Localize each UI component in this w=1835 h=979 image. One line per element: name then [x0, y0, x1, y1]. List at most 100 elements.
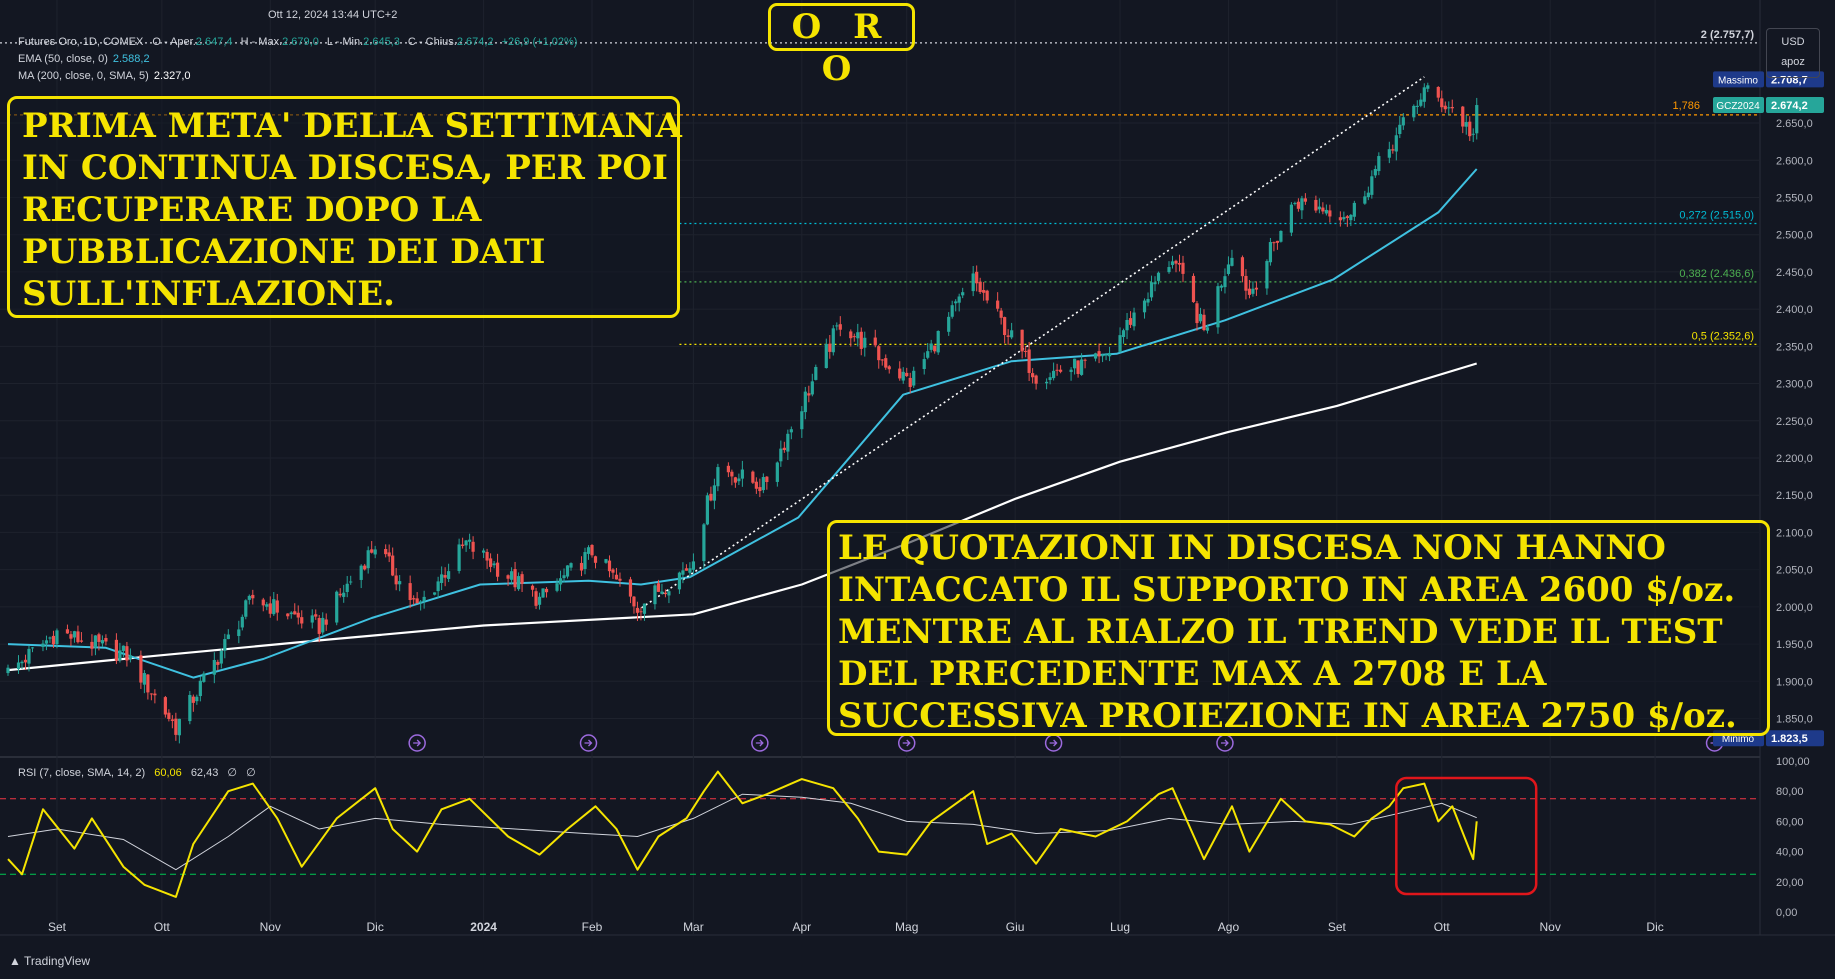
price-change: +26,9 (+1,02%): [502, 36, 578, 48]
candle-body: [1391, 149, 1395, 151]
time-tick-label: Lug: [1110, 920, 1130, 934]
candle-body: [471, 541, 475, 552]
ohlc-close-value: 2.674,2: [457, 36, 494, 48]
tradingview-logo[interactable]: ▲ TradingView: [9, 954, 90, 968]
candle-body: [1132, 312, 1136, 327]
candle-body: [1069, 369, 1073, 372]
candle-body: [1272, 242, 1276, 244]
trendline-path: [637, 76, 1425, 612]
candle-body: [1363, 196, 1367, 204]
candle-body: [604, 559, 608, 563]
candle-body: [1010, 330, 1014, 338]
price-badge-value-bg: [1766, 71, 1824, 88]
candles[interactable]: [6, 82, 1479, 744]
candle-body: [464, 540, 468, 546]
rsi-legend[interactable]: RSI (7, close, SMA, 14, 2) 60,06 62,43 ∅…: [18, 767, 256, 779]
rsi-legend-value-1: 60,06: [154, 767, 182, 779]
candle-body: [856, 332, 860, 339]
rsi-pane-grid: [0, 798, 1760, 875]
rsi-axis[interactable]: 0,00 20,00 40,00 60,00 80,00 100,00: [1776, 756, 1810, 919]
candle-body: [1125, 319, 1129, 331]
price-tick-label: 2.500,0: [1776, 230, 1813, 242]
price-tick-label: 2.150,0: [1776, 490, 1813, 502]
ema-legend[interactable]: EMA (50, close, 0) 2.588,2: [18, 53, 150, 65]
chart-title-annotation: O R O: [768, 3, 915, 89]
candle-body: [1377, 156, 1381, 172]
candle-body: [954, 301, 958, 304]
candle-body: [691, 561, 696, 570]
candle-body: [775, 462, 779, 482]
candle-body: [838, 324, 842, 330]
candle-body: [342, 592, 346, 597]
candle-body: [957, 296, 961, 303]
candle-body: [324, 619, 328, 625]
event-markers[interactable]: [408, 734, 1724, 752]
candle-body: [1443, 105, 1447, 110]
candle-body: [387, 552, 391, 557]
candle-body: [485, 551, 489, 561]
candle-body: [314, 614, 318, 617]
candle-body: [1440, 98, 1444, 108]
time-axis[interactable]: Set Ott Nov Dic 2024 Feb Mar Apr Mag Giu Lug Ago Set…: [48, 920, 1664, 934]
candle-body: [118, 650, 122, 661]
candle-body: [733, 477, 737, 483]
price-tick-label: 2.250,0: [1776, 416, 1813, 428]
currency-selector[interactable]: USD apoz: [1766, 28, 1820, 78]
rsi-path: [7, 770, 1478, 898]
candle-body: [373, 549, 377, 555]
candle-body: [593, 556, 598, 563]
candle-body: [1003, 317, 1007, 336]
candle-body: [544, 588, 549, 593]
candle-body: [363, 565, 367, 570]
candle-body: [880, 359, 884, 361]
ohlc-low-label: L - Min.: [327, 36, 363, 48]
event-arrow-icon: [902, 739, 911, 747]
candle-body: [384, 549, 388, 555]
candle-body: [223, 639, 227, 651]
time-tick-label: Giu: [1006, 920, 1025, 934]
candle-body: [1128, 318, 1133, 325]
candle-body: [69, 634, 73, 639]
rsi-tick-label: 100,00: [1776, 756, 1810, 768]
candle-body: [1058, 369, 1063, 372]
ema-legend-value: 2.588,2: [113, 53, 150, 65]
rsi-tick-label: 80,00: [1776, 786, 1804, 798]
candle-body: [926, 351, 930, 358]
price-badge-label: Massimo: [1718, 75, 1758, 86]
price-tick-label: 1.900,0: [1776, 676, 1813, 688]
candle-body: [1475, 105, 1479, 134]
candle-body: [1072, 358, 1077, 369]
time-tick-label: Feb: [582, 920, 603, 934]
candle-body: [317, 618, 321, 634]
candle-body: [1079, 359, 1084, 375]
price-tick-label: 2.450,0: [1776, 267, 1813, 279]
candle-body: [177, 718, 181, 736]
candle-body: [1020, 329, 1024, 352]
candle-body: [191, 696, 195, 703]
candle-body: [530, 585, 535, 590]
candle-body: [188, 694, 192, 722]
candle-body: [1104, 354, 1108, 356]
price-badge-label: GCZ2024: [1716, 101, 1760, 112]
annotation-right-line: SUCCESSIVA PROIEZIONE IN AREA 2750 $/oz.: [838, 696, 1737, 736]
price-tick-label: 2.050,0: [1776, 565, 1813, 577]
candle-body: [1293, 202, 1297, 204]
candle-body: [583, 552, 587, 569]
symbol-legend[interactable]: Futures Oro, 1D, COMEX O - Aper.2.647,4 …: [18, 36, 577, 48]
ma-legend[interactable]: MA (200, close, 0, SMA, 5) 2.327,0: [18, 70, 191, 82]
candle-body: [933, 345, 937, 352]
candle-body: [48, 637, 52, 639]
rsi-highlight-box: [1395, 776, 1538, 896]
candle-body: [394, 575, 398, 585]
candle-body: [167, 712, 171, 719]
price-axis[interactable]: 1.850,0 1.900,0 1.950,0 2.000,0 2.050,0 2.100…: [1776, 118, 1813, 725]
candle-body: [758, 487, 762, 492]
candle-body: [929, 343, 933, 350]
candle-body: [51, 635, 56, 645]
candle-body: [1471, 133, 1475, 135]
rsi-tick-label: 0,00: [1776, 907, 1797, 919]
candle-body: [828, 343, 832, 352]
candle-body: [1328, 210, 1332, 217]
candle-body: [170, 719, 174, 721]
